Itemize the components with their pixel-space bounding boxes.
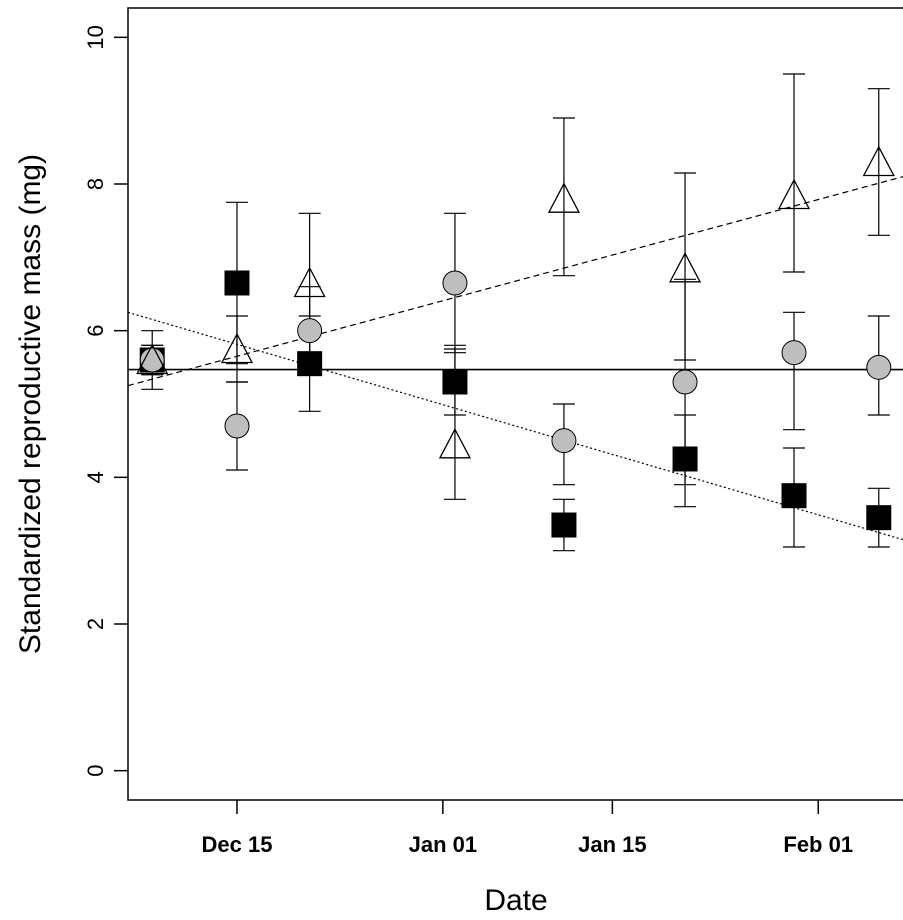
triangle-point — [777, 178, 811, 210]
circle-point — [866, 354, 892, 380]
circle-point — [781, 340, 807, 366]
axes: 0 2 4 6 8 10 Dec 15 Jan 01 Jan 15 Feb 01 — [83, 25, 853, 857]
triangle-point — [136, 343, 169, 375]
trend-line-dashed — [127, 176, 903, 387]
square-point — [866, 505, 892, 531]
circle-point — [224, 413, 250, 439]
triangle-point — [438, 427, 472, 459]
square-point — [297, 351, 323, 377]
triangle-point — [293, 266, 326, 298]
circle-point — [442, 270, 468, 296]
error-bar — [552, 117, 575, 277]
x-tick-label: Jan 01 — [409, 832, 478, 857]
circle-point — [672, 369, 698, 395]
circle-point — [297, 318, 323, 344]
triangle-point — [862, 145, 895, 177]
error-bar — [783, 311, 806, 431]
square-point — [672, 446, 698, 472]
x-tick-label: Feb 01 — [783, 832, 853, 857]
y-tick-label: 2 — [83, 618, 108, 630]
error-bars — [141, 73, 890, 552]
x-tick-label: Jan 15 — [578, 832, 647, 857]
x-axis-title: Date — [484, 884, 547, 917]
square-point — [442, 369, 468, 395]
trend-lines — [127, 176, 903, 541]
y-tick-label: 4 — [83, 471, 108, 483]
circle-point — [551, 428, 577, 454]
y-tick-label: 6 — [83, 325, 108, 337]
error-bar — [783, 73, 806, 273]
data-markers — [136, 145, 895, 538]
triangle-point — [220, 332, 254, 364]
x-tick-label: Dec 15 — [202, 832, 273, 857]
plot-border — [127, 7, 903, 801]
square-point — [551, 512, 577, 538]
triangle-point — [547, 182, 581, 213]
y-tick-label: 10 — [83, 25, 108, 49]
square-point — [781, 483, 807, 509]
y-tick-label: 0 — [83, 765, 108, 777]
y-tick-label: 8 — [83, 178, 108, 190]
circle-point — [139, 347, 165, 373]
y-axis-title: Standardized reproductive mass (mg) — [14, 154, 47, 654]
error-bar — [867, 88, 890, 236]
square-point — [224, 270, 250, 296]
triangle-point — [668, 251, 702, 283]
plot-frame — [127, 7, 903, 801]
